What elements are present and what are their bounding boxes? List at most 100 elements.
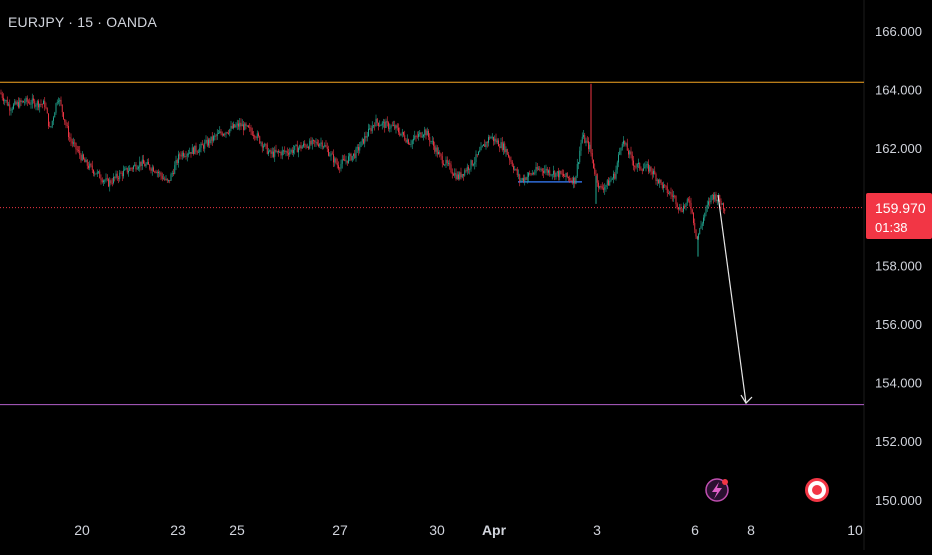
candle-body [564,176,566,177]
candle-body [245,123,247,126]
candle-body [580,142,582,151]
candle-body [8,104,9,106]
candle-body [345,160,347,162]
candle-body [353,153,354,156]
candle-body [565,172,567,177]
candle-body [40,103,42,105]
candle-body [74,142,76,144]
candle-body [266,144,268,154]
candle-body [619,150,621,155]
candle-body [559,171,561,178]
candle-body [173,173,174,174]
candle-body [645,164,647,168]
candle-body [224,134,226,135]
candle-body [391,125,393,127]
candle-body [294,145,296,151]
lightning-bolt-icon[interactable] [705,478,729,502]
candle-body [459,172,461,179]
last-price-badge: 159.970 01:38 [866,193,932,239]
candle-body [441,156,443,164]
candle-body [93,169,94,174]
candle-body [526,176,528,180]
candle-body [280,152,282,156]
candle-body [668,192,669,194]
candle-body [436,147,438,155]
candle-body [271,151,273,154]
candle-body [530,173,532,175]
candle-body [360,141,362,148]
candle-body [663,184,664,189]
candle-body [214,135,216,137]
candle-body [708,201,709,205]
candle-body [160,172,162,176]
candle-body [56,101,58,104]
candle-body [509,156,511,161]
candle-body [674,195,676,197]
candle-body [239,122,241,127]
candle-body [430,141,432,143]
candle-body [38,101,39,108]
candle-body [413,138,414,141]
candle-body [429,136,431,142]
candle-body [145,164,147,167]
candle-body [183,152,184,157]
candle-body [161,175,163,179]
candle-body [540,168,542,170]
candle-body [596,174,598,183]
candle-body [356,147,358,149]
candle-body [196,151,198,153]
candle-body [709,201,711,203]
candle-body [694,223,696,230]
candle-body [695,229,697,237]
candle-body [243,124,244,131]
candle-body [9,104,11,111]
candle-body [449,163,451,165]
candle-body [700,225,702,229]
candle-body [123,170,124,177]
candle-body [701,223,703,226]
candle-body [23,101,24,103]
candle-body [551,174,553,176]
candle-body [213,136,214,141]
candle-body [84,159,86,163]
candle-body [39,103,41,108]
candle-body [338,165,339,169]
candle-body [576,164,578,177]
x-tick-label: 6 [691,522,699,538]
candle-body [276,150,278,152]
candle-body [420,132,422,138]
candle-body [85,159,87,163]
candle-body [113,176,114,184]
candle-body [446,159,448,164]
candle-body [303,143,304,147]
candle-body [453,174,454,176]
candle-body [636,163,638,168]
candle-body [539,168,541,170]
candle-body [485,142,487,147]
candle-body [103,180,104,183]
candle-body [185,156,187,157]
candle-body [605,185,607,188]
candle-body [425,129,427,136]
candle-body [555,172,557,177]
candle-body [476,154,478,156]
candle-body [283,150,284,152]
candle-body [140,161,142,166]
candle-body [208,139,209,146]
candle-body [658,179,659,184]
candle-body [609,180,611,186]
candle-body [79,150,81,156]
candle-body [305,145,307,148]
symbol-title[interactable]: EURJPY · 15 · OANDA [8,14,158,30]
y-tick-label: 156.000 [875,317,922,332]
candle-body [274,149,276,157]
target-dot-icon[interactable] [805,478,829,502]
candle-body [450,164,452,173]
candle-body [466,166,468,172]
candle-body [478,151,479,155]
candle-body [250,127,252,132]
candle-body [711,194,713,196]
candle-body [256,133,258,139]
